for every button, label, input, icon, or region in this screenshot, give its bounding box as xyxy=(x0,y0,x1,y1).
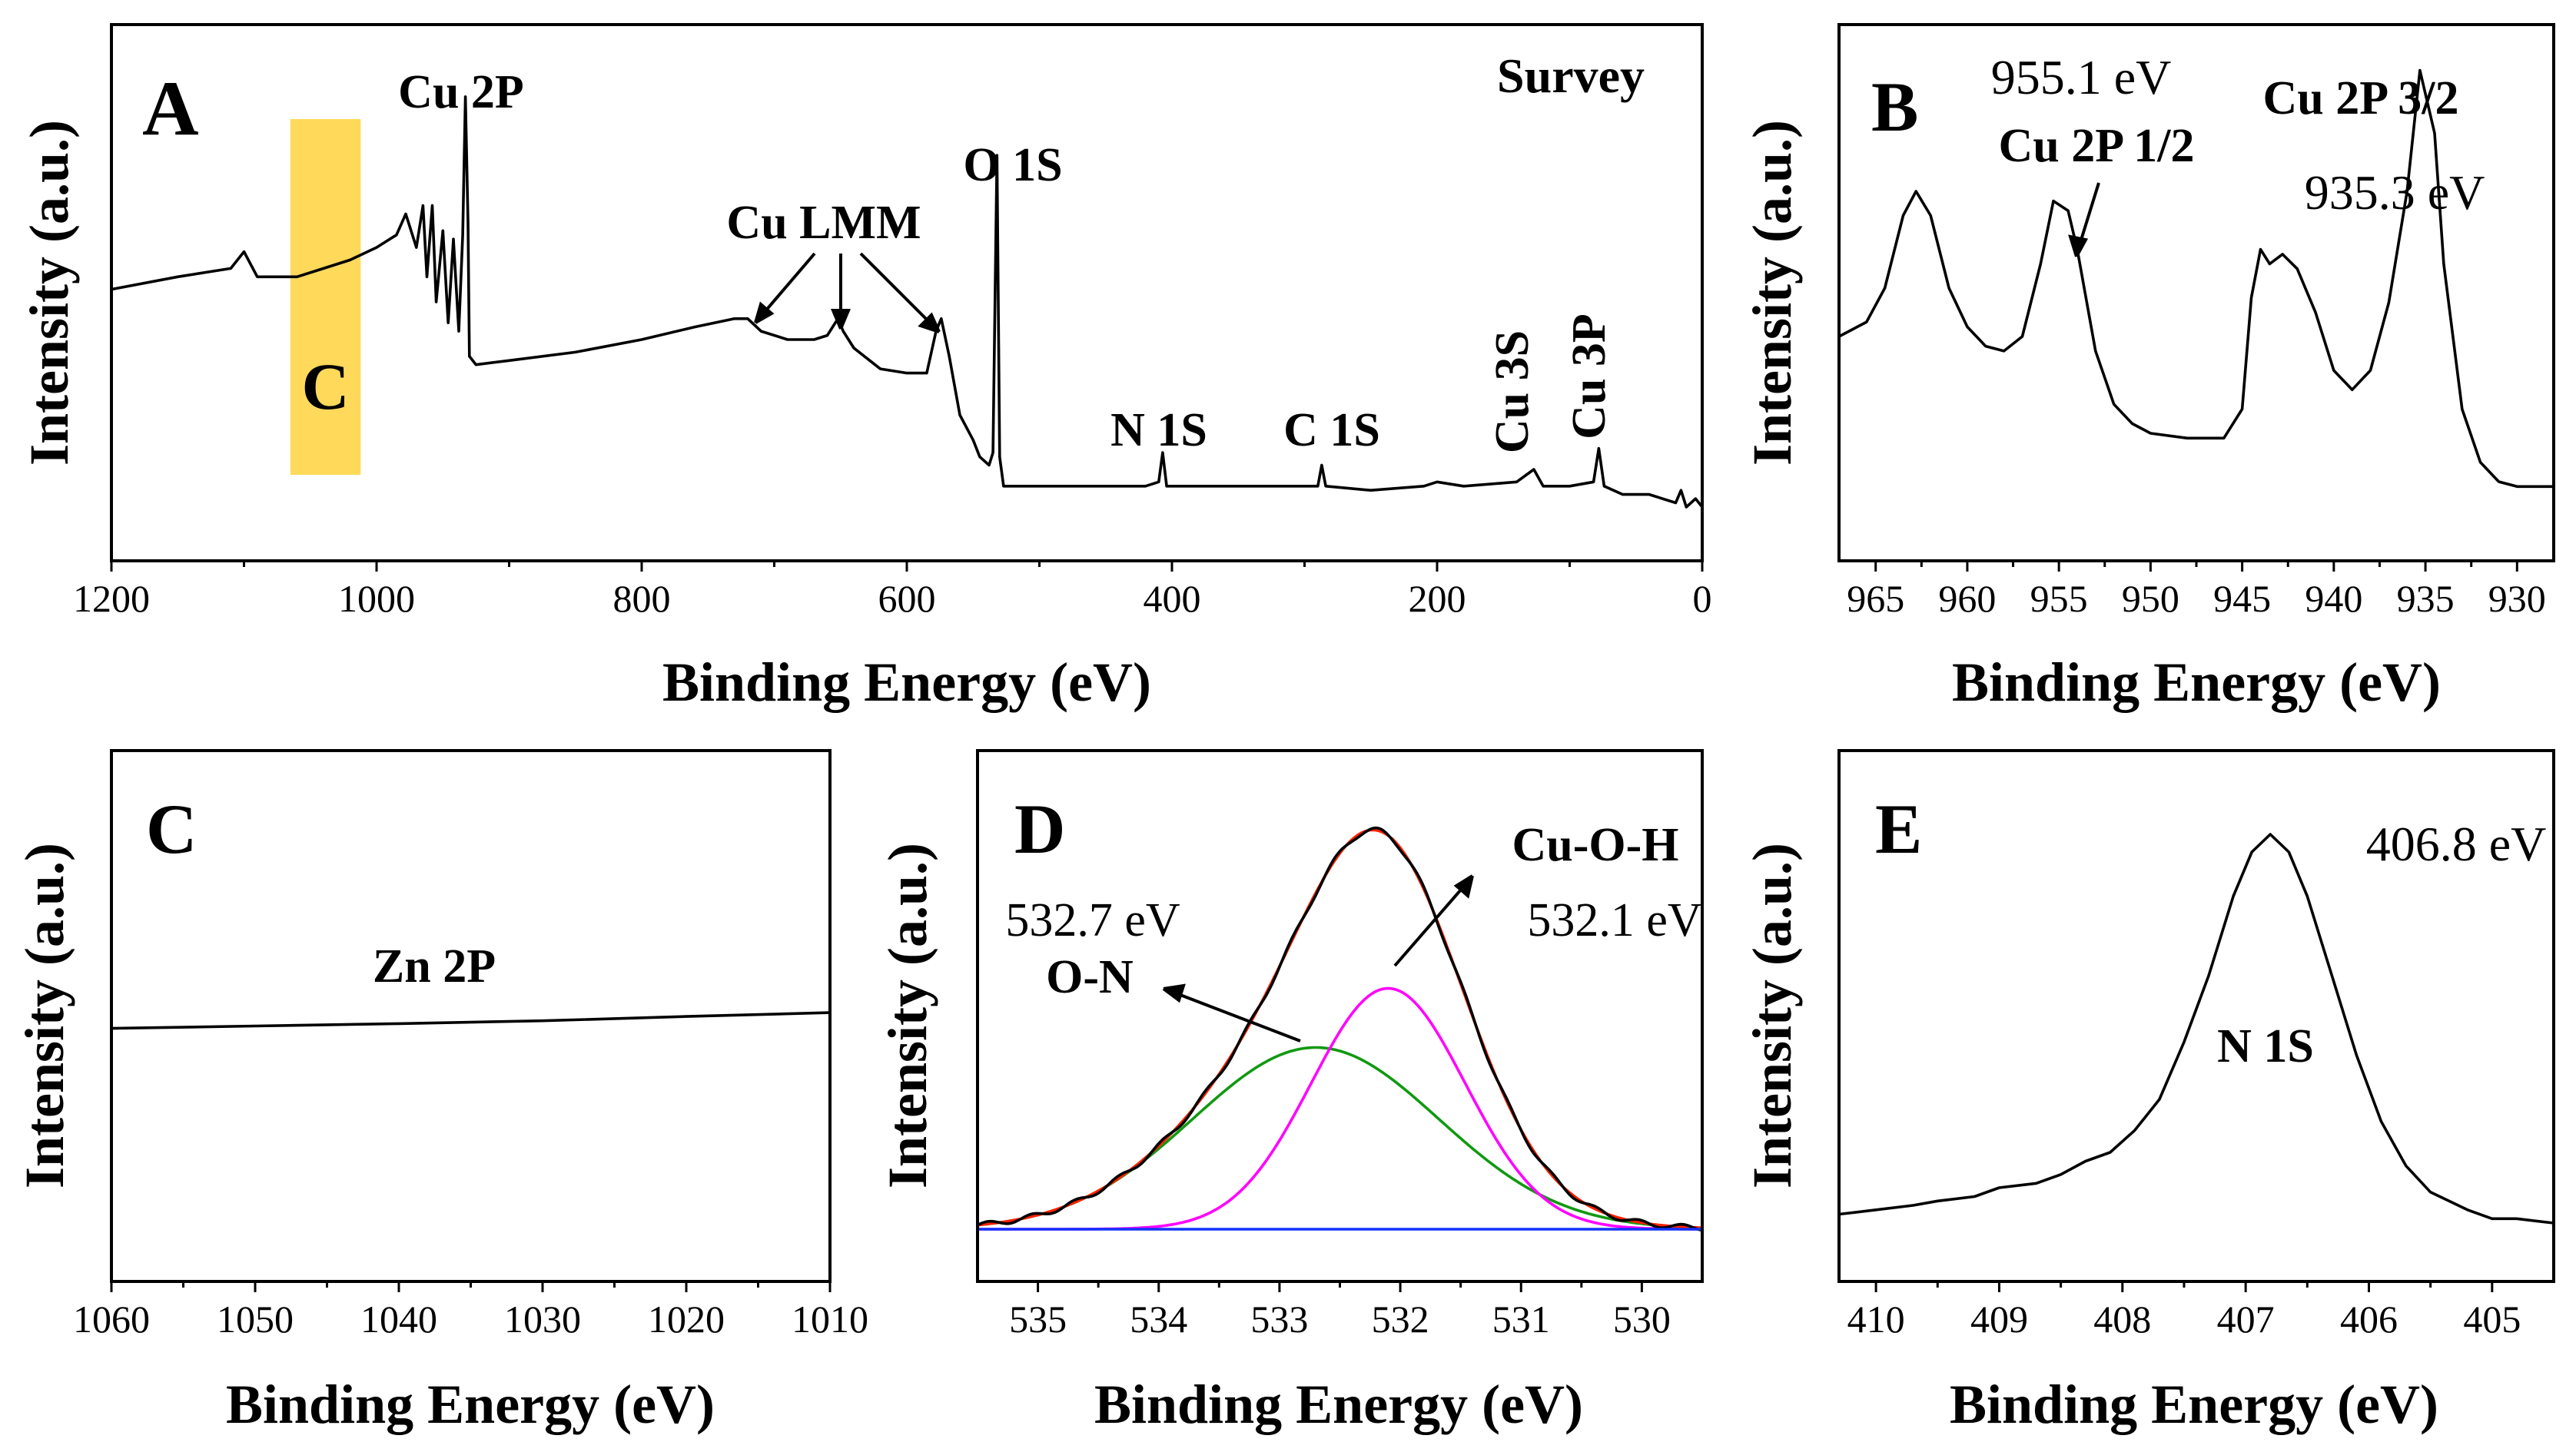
panel-d-annotation-1-value: 532.7 eV xyxy=(1005,894,1180,946)
panel-e-xtick-label: 409 xyxy=(1970,1298,2028,1341)
panel-b-letter: B xyxy=(1871,68,1918,146)
panel-a-xtick-label: 800 xyxy=(613,577,671,620)
panel-a-series-line xyxy=(110,95,1704,509)
panel-e-xtick-label: 410 xyxy=(1847,1298,1905,1341)
panel-d-xtick-label: 530 xyxy=(1613,1298,1671,1341)
panel-a-letter: A xyxy=(142,65,199,152)
label-cu-3p: Cu 3P xyxy=(1563,313,1615,439)
panel-d-annotation-1-label: O-N xyxy=(1046,951,1134,1003)
panel-d-xlabel: Binding Energy (eV) xyxy=(1094,1374,1583,1435)
panel-b-arrow xyxy=(2068,182,2100,257)
panel-c-xtick-label: 1020 xyxy=(648,1298,725,1341)
panel-c-xlabel: Binding Energy (eV) xyxy=(226,1374,715,1435)
panel-b-annotation-1-label: Cu 2P 1/2 xyxy=(1999,120,2195,172)
panel-a-highlight-label: C xyxy=(302,350,350,423)
panel-c-ylabel: Intensity (a.u.) xyxy=(14,843,75,1188)
panel-e-frame xyxy=(1837,749,2555,1283)
panel-e: 410 409 408 407 406 405 E N 1S 406.8 eV Bindi… xyxy=(1741,749,2555,1435)
panel-a: C 1200 1000 800 600 400 200 0 A Survey Binding… xyxy=(18,23,1712,713)
panel-a-ylabel: Intensity (a.u.) xyxy=(18,120,80,466)
panel-d-arrows xyxy=(1162,874,1474,1043)
panel-a-xtick-label: 1000 xyxy=(338,577,415,620)
panel-c-xtick-label: 1060 xyxy=(73,1298,150,1341)
panel-e-xtick-label: 406 xyxy=(2340,1298,2398,1341)
panel-c-annotation: Zn 2P xyxy=(373,940,496,993)
panel-c-xtick-label: 1010 xyxy=(792,1298,868,1341)
panel-c-series-line xyxy=(110,1011,832,1030)
panel-b: 965 960 955 950 945 940 935 930 B 955.1 eV Cu 2… xyxy=(1741,23,2555,713)
panel-c-xtick-label: 1040 xyxy=(360,1298,437,1341)
panel-e-series-line xyxy=(1837,833,2555,1225)
panel-b-annotation-1-value: 955.1 eV xyxy=(1991,50,2172,104)
panel-b-xtick-label: 930 xyxy=(2488,577,2546,620)
panel-b-xtick-label: 935 xyxy=(2397,577,2455,620)
panel-e-xtick-label: 405 xyxy=(2463,1298,2521,1341)
panel-c: 1060 1050 1040 1030 1020 1010 C Zn 2P Binding… xyxy=(14,749,868,1435)
panel-a-highlight-c xyxy=(290,119,361,475)
panel-e-xlabel: Binding Energy (eV) xyxy=(1950,1374,2438,1435)
panel-d: 535 534 533 532 531 530 D 532.7 eV O-N Cu-O-H… xyxy=(877,749,1704,1435)
panel-a-xtick-label: 0 xyxy=(1693,577,1712,620)
panel-d-xtick-label: 534 xyxy=(1130,1298,1187,1341)
label-cu-3s: Cu 3S xyxy=(1486,330,1539,453)
panel-b-series-line xyxy=(1837,68,2555,489)
panel-b-xtick-label: 955 xyxy=(2030,577,2088,620)
panel-d-xtick-label: 535 xyxy=(1009,1298,1067,1341)
panel-c-xtick-label: 1030 xyxy=(504,1298,581,1341)
panel-b-ylabel: Intensity (a.u.) xyxy=(1741,120,1803,466)
panel-b-xtick-label: 950 xyxy=(2122,577,2179,620)
panel-b-xtick-label: 945 xyxy=(2213,577,2271,620)
panel-d-xtick-label: 531 xyxy=(1492,1298,1550,1341)
panel-a-xtick-label: 1200 xyxy=(73,577,150,620)
panel-a-xlabel: Binding Energy (eV) xyxy=(662,651,1151,713)
panel-a-title: Survey xyxy=(1497,48,1645,103)
label-cu-2p: Cu 2P xyxy=(398,66,524,118)
panel-e-annotation-value: 406.8 eV xyxy=(2366,817,2547,871)
panel-e-letter: E xyxy=(1875,790,1922,868)
panel-e-ylabel: Intensity (a.u.) xyxy=(1741,843,1803,1188)
panel-b-annotation-2-value: 935.3 eV xyxy=(2305,165,2485,220)
label-o-1s: O 1S xyxy=(963,139,1062,191)
panel-e-annotation-label: N 1S xyxy=(2217,1020,2314,1072)
panel-d-annotation-2-label: Cu-O-H xyxy=(1512,819,1679,871)
panel-d-series-cu-o-h xyxy=(976,986,1704,1231)
label-cu-lmm: Cu LMM xyxy=(726,197,921,249)
label-c-1s: C 1S xyxy=(1283,404,1380,456)
panel-d-letter: D xyxy=(1014,790,1065,868)
panel-d-annotation-2-value: 532.1 eV xyxy=(1527,894,1702,946)
panel-e-xtick-label: 408 xyxy=(2093,1298,2151,1341)
panel-a-xtick-label: 400 xyxy=(1144,577,1201,620)
panel-d-ylabel: Intensity (a.u.) xyxy=(877,843,938,1188)
panel-d-xtick-label: 532 xyxy=(1372,1298,1429,1341)
panel-b-xtick-label: 965 xyxy=(1847,577,1904,620)
panel-a-xtick-label: 600 xyxy=(878,577,936,620)
panel-c-xtick-label: 1050 xyxy=(217,1298,294,1341)
panel-e-xtick-label: 407 xyxy=(2217,1298,2275,1341)
cu-lmm-arrows xyxy=(754,252,941,333)
panel-d-series-o-n xyxy=(976,1046,1704,1230)
panel-c-letter: C xyxy=(146,790,197,868)
panel-b-xlabel: Binding Energy (eV) xyxy=(1952,651,2441,713)
panel-d-series-raw xyxy=(976,826,1704,1232)
panel-a-xtick-label: 200 xyxy=(1409,577,1466,620)
label-n-1s: N 1S xyxy=(1110,404,1207,456)
panel-b-xtick-label: 940 xyxy=(2305,577,2362,620)
panel-b-xtick-label: 960 xyxy=(1938,577,1996,620)
panel-d-xtick-label: 533 xyxy=(1250,1298,1308,1341)
panel-b-annotation-2-label: Cu 2P 3/2 xyxy=(2263,72,2459,124)
